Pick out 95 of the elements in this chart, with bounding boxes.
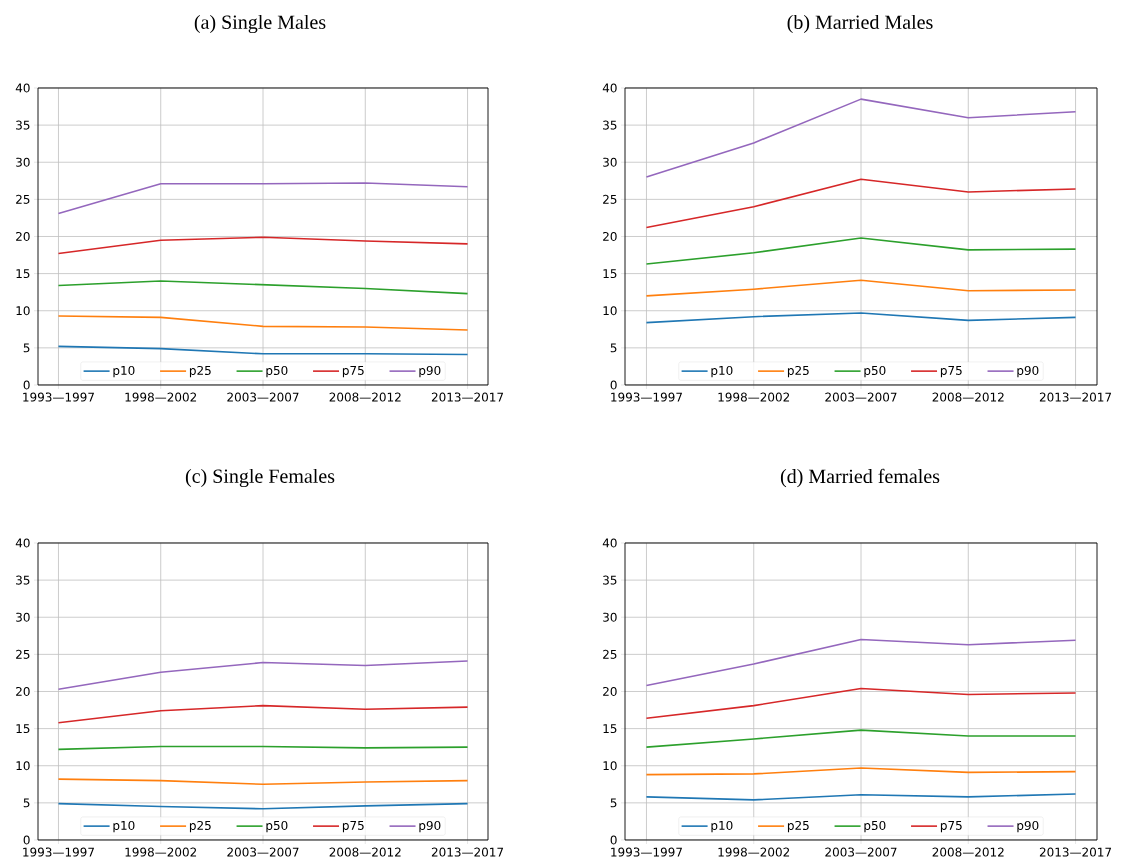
y-tick-label: 25 bbox=[16, 194, 30, 204]
x-tick-label: 2013—2017 bbox=[431, 847, 504, 857]
x-tick-label: 1998—2002 bbox=[718, 392, 790, 402]
chart-title: (a) Single Males bbox=[194, 14, 326, 34]
line-series bbox=[645, 729, 1077, 748]
y-tick-label: 30 bbox=[16, 157, 30, 167]
x-tick-label: 2013—2017 bbox=[1039, 392, 1112, 402]
y-tick-label: 5 bbox=[610, 343, 617, 353]
y-tick-label: 40 bbox=[15, 83, 30, 93]
legend-label: p75 bbox=[342, 366, 364, 378]
y-tick-label: 40 bbox=[602, 83, 617, 93]
chart-title: (b) Married Males bbox=[787, 14, 933, 34]
y-tick-label: 25 bbox=[603, 649, 617, 659]
x-tick-label: 1993—1997 bbox=[23, 847, 94, 857]
y-tick-label: 30 bbox=[603, 612, 617, 622]
y-tick-label: 35 bbox=[16, 575, 30, 585]
y-tick-label: 0 bbox=[610, 835, 617, 845]
x-tick-label: 2008—2012 bbox=[932, 847, 1004, 857]
x-tick-label: 1993—1997 bbox=[611, 392, 682, 402]
line-series bbox=[645, 279, 1077, 297]
legend-label: p10 bbox=[711, 820, 733, 833]
y-tick-label: 15 bbox=[16, 724, 30, 734]
x-tick-label: 2013—2017 bbox=[1039, 847, 1112, 857]
y-tick-label: 25 bbox=[603, 194, 617, 204]
line-series bbox=[645, 638, 1077, 687]
line-series bbox=[645, 767, 1077, 776]
line-series bbox=[57, 345, 469, 356]
line-series bbox=[645, 178, 1077, 229]
y-tick-label: 5 bbox=[23, 343, 30, 353]
y-tick-label: 0 bbox=[23, 835, 30, 845]
line-series bbox=[57, 660, 469, 691]
legend-label: p25 bbox=[189, 365, 211, 378]
line-series bbox=[57, 236, 469, 255]
x-tick-label: 2003—2007 bbox=[825, 847, 897, 857]
legend-label: p25 bbox=[787, 820, 809, 833]
x-tick-label: 1993—1997 bbox=[611, 847, 682, 857]
y-tick-label: 10 bbox=[603, 306, 617, 316]
line-series bbox=[57, 315, 469, 331]
x-tick-label: 2013—2017 bbox=[431, 392, 504, 402]
x-tick-label: 2008—2012 bbox=[329, 847, 401, 857]
y-tick-label: 15 bbox=[603, 724, 617, 734]
x-tick-label: 1998—2002 bbox=[125, 392, 197, 402]
legend-label: p90 bbox=[1017, 365, 1039, 378]
y-tick-label: 30 bbox=[603, 157, 617, 167]
y-tick-label: 0 bbox=[23, 380, 30, 390]
legend-label: p50 bbox=[266, 820, 288, 833]
x-tick-label: 1993—1997 bbox=[23, 392, 94, 402]
y-tick-label: 20 bbox=[16, 686, 30, 697]
y-tick-label: 10 bbox=[16, 761, 30, 771]
legend-label: p90 bbox=[1017, 820, 1039, 833]
y-tick-label: 35 bbox=[603, 575, 617, 585]
line-series bbox=[645, 687, 1077, 720]
legend-label: p90 bbox=[419, 820, 441, 833]
legend-label: p10 bbox=[113, 820, 135, 833]
y-tick-label: 20 bbox=[16, 231, 30, 242]
x-tick-label: 2003—2007 bbox=[825, 392, 897, 402]
legend-label: p25 bbox=[787, 365, 809, 378]
legend-label: p50 bbox=[864, 820, 886, 833]
y-tick-label: 5 bbox=[23, 798, 30, 808]
line-series bbox=[645, 98, 1077, 178]
y-tick-label: 35 bbox=[16, 120, 30, 130]
legend-label: p50 bbox=[266, 365, 288, 378]
y-tick-label: 30 bbox=[16, 612, 30, 622]
x-tick-label: 2008—2012 bbox=[329, 392, 401, 402]
y-tick-label: 40 bbox=[15, 538, 30, 548]
legend-label: p90 bbox=[419, 365, 441, 378]
y-tick-label: 15 bbox=[16, 269, 30, 279]
y-tick-label: 0 bbox=[610, 380, 617, 390]
line-series bbox=[645, 312, 1077, 324]
x-tick-label: 1998—2002 bbox=[718, 847, 790, 857]
chart-title: (c) Single Females bbox=[185, 468, 335, 488]
legend-label: p10 bbox=[711, 365, 733, 378]
legend-label: p75 bbox=[342, 821, 364, 833]
x-tick-label: 2008—2012 bbox=[932, 392, 1004, 402]
x-tick-label: 2003—2007 bbox=[227, 847, 299, 857]
y-tick-label: 20 bbox=[603, 231, 617, 242]
line-series bbox=[645, 237, 1077, 265]
y-tick-label: 20 bbox=[603, 686, 617, 697]
y-tick-label: 35 bbox=[603, 120, 617, 130]
x-tick-label: 1998—2002 bbox=[125, 847, 197, 857]
chart-title: (d) Married females bbox=[780, 468, 940, 488]
y-tick-label: 10 bbox=[16, 306, 30, 316]
legend-label: p75 bbox=[940, 366, 962, 378]
legend-label: p10 bbox=[113, 365, 135, 378]
legend-label: p50 bbox=[864, 365, 886, 378]
y-tick-label: 5 bbox=[610, 798, 617, 808]
line-series bbox=[57, 704, 469, 724]
legend-label: p25 bbox=[189, 820, 211, 833]
line-series bbox=[57, 182, 469, 215]
y-tick-label: 10 bbox=[603, 761, 617, 771]
x-tick-label: 2003—2007 bbox=[227, 392, 299, 402]
y-tick-label: 15 bbox=[603, 269, 617, 279]
y-tick-label: 40 bbox=[602, 538, 617, 548]
legend-label: p75 bbox=[940, 821, 962, 833]
y-tick-label: 25 bbox=[16, 649, 30, 659]
